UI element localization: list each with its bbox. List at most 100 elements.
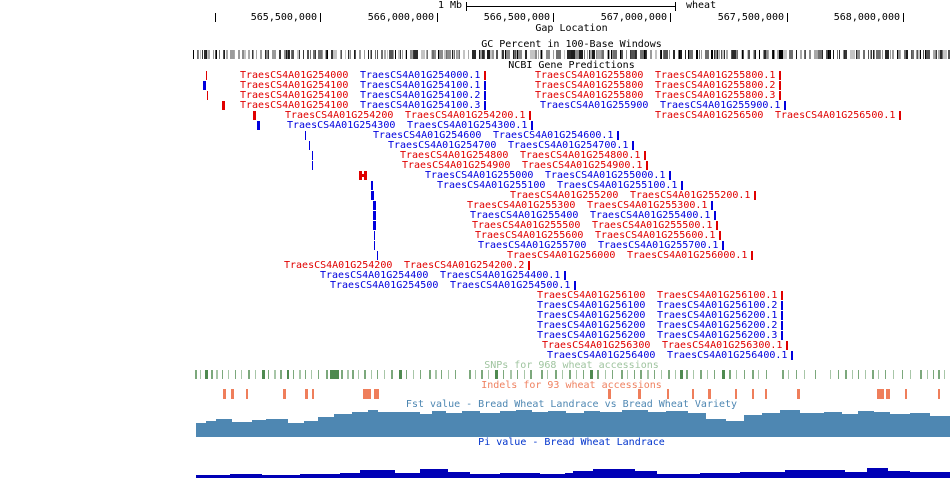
transcript-id-label[interactable]: TraesCS4A01G256200.2 [657,320,778,331]
gene-id-label[interactable]: TraesCS4A01G256100 [537,290,646,301]
gene-id-label[interactable]: TraesCS4A01G254400 [320,270,429,281]
transcript-tick[interactable] [574,281,576,290]
gene-id-label[interactable]: TraesCS4A01G255800 [535,70,644,81]
transcript-tick[interactable] [531,121,533,130]
transcript-id-label[interactable]: TraesCS4A01G254200.1 [405,110,526,121]
gene-position-tick[interactable] [373,201,376,210]
transcript-tick[interactable] [529,111,531,120]
gene-position-tick[interactable] [309,141,310,150]
transcript-id-label[interactable]: TraesCS4A01G254100.1 [360,80,481,91]
transcript-tick[interactable] [751,251,753,260]
gene-id-label[interactable]: TraesCS4A01G255100 [437,180,546,191]
transcript-tick[interactable] [899,111,901,120]
gene-position-tick[interactable] [305,131,306,140]
transcript-id-label[interactable]: TraesCS4A01G255800.3 [655,90,776,101]
gene-id-label[interactable]: TraesCS4A01G256500 [655,110,764,121]
gene-id-label[interactable]: TraesCS4A01G256200 [537,320,646,331]
gene-id-label[interactable]: TraesCS4A01G256200 [537,310,646,321]
transcript-tick[interactable] [779,81,781,90]
transcript-tick[interactable] [779,71,781,80]
transcript-tick[interactable] [711,201,713,210]
transcript-tick[interactable] [564,271,566,280]
transcript-id-label[interactable]: TraesCS4A01G256400.1 [667,350,788,361]
gene-position-tick[interactable] [371,181,373,190]
gene-intron-glyph[interactable] [362,174,364,177]
transcript-tick[interactable] [669,171,671,180]
gene-id-label[interactable]: TraesCS4A01G256200 [537,330,646,341]
gene-id-label[interactable]: TraesCS4A01G255500 [472,220,581,231]
transcript-id-label[interactable]: TraesCS4A01G256500.1 [775,110,896,121]
gene-position-tick[interactable] [373,211,376,220]
pi-value-track[interactable] [193,460,950,478]
gene-id-label[interactable]: TraesCS4A01G255300 [467,200,576,211]
gene-id-label[interactable]: TraesCS4A01G255800 [535,80,644,91]
gene-position-tick[interactable] [312,161,313,170]
gene-id-label[interactable]: TraesCS4A01G254200 [285,110,394,121]
gene-position-tick[interactable] [374,241,375,250]
gene-id-label[interactable]: TraesCS4A01G254600 [373,130,482,141]
transcript-id-label[interactable]: TraesCS4A01G254300.1 [407,120,528,131]
indel-track[interactable] [193,389,950,399]
transcript-id-label[interactable]: TraesCS4A01G255200.1 [630,190,751,201]
transcript-tick[interactable] [719,231,721,240]
gene-id-label[interactable]: TraesCS4A01G254000 [240,70,349,81]
transcript-id-label[interactable]: TraesCS4A01G256200.1 [657,310,778,321]
transcript-tick[interactable] [779,91,781,100]
transcript-id-label[interactable]: TraesCS4A01G254700.1 [508,140,629,151]
transcript-id-label[interactable]: TraesCS4A01G255500.1 [592,220,713,231]
transcript-id-label[interactable]: TraesCS4A01G254500.1 [450,280,571,291]
transcript-tick[interactable] [754,191,756,200]
transcript-id-label[interactable]: TraesCS4A01G254600.1 [493,130,614,141]
transcript-tick[interactable] [781,321,783,330]
transcript-tick[interactable] [781,301,783,310]
transcript-tick[interactable] [528,261,530,270]
transcript-id-label[interactable]: TraesCS4A01G255600.1 [595,230,716,241]
gene-exon-glyph[interactable] [364,171,367,180]
gc-percent-track[interactable] [193,50,950,59]
gene-id-label[interactable]: TraesCS4A01G254100 [240,100,349,111]
gene-position-tick[interactable] [377,251,378,260]
gene-position-tick[interactable] [373,221,376,230]
gene-id-label[interactable]: TraesCS4A01G254900 [402,160,511,171]
transcript-tick[interactable] [632,141,634,150]
transcript-tick[interactable] [784,101,786,110]
transcript-id-label[interactable]: TraesCS4A01G256100.1 [657,290,778,301]
transcript-id-label[interactable]: TraesCS4A01G254100.3 [360,100,481,111]
transcript-id-label[interactable]: TraesCS4A01G255000.1 [545,170,666,181]
transcript-tick[interactable] [617,131,619,140]
gene-id-label[interactable]: TraesCS4A01G255000 [425,170,534,181]
gene-id-label[interactable]: TraesCS4A01G255600 [475,230,584,241]
gene-predictions-track[interactable]: TraesCS4A01G254000 TraesCS4A01G254000.1 Tr… [0,70,950,361]
gene-position-tick[interactable] [203,81,206,90]
gene-id-label[interactable]: TraesCS4A01G254300 [287,120,396,131]
gene-id-label[interactable]: TraesCS4A01G256300 [542,340,651,351]
transcript-tick[interactable] [714,211,716,220]
transcript-id-label[interactable]: TraesCS4A01G254200.2 [404,260,525,271]
transcript-id-label[interactable]: TraesCS4A01G256200.3 [657,330,778,341]
transcript-tick[interactable] [484,101,486,110]
gene-id-label[interactable]: TraesCS4A01G254100 [240,80,349,91]
gene-id-label[interactable]: TraesCS4A01G254700 [388,140,497,151]
gene-id-label[interactable]: TraesCS4A01G255200 [510,190,619,201]
gene-position-tick[interactable] [257,121,260,130]
transcript-id-label[interactable]: TraesCS4A01G255900.1 [660,100,781,111]
transcript-tick[interactable] [781,311,783,320]
transcript-tick[interactable] [644,151,646,160]
gene-id-label[interactable]: TraesCS4A01G254500 [330,280,439,291]
snp-track[interactable] [193,370,950,379]
gene-id-label[interactable]: TraesCS4A01G255700 [478,240,587,251]
transcript-id-label[interactable]: TraesCS4A01G255100.1 [557,180,678,191]
fst-value-track[interactable] [193,408,950,437]
gene-id-label[interactable]: TraesCS4A01G254200 [284,260,393,271]
gene-id-label[interactable]: TraesCS4A01G256000 [507,250,616,261]
transcript-tick[interactable] [681,181,683,190]
gene-position-tick[interactable] [312,151,313,160]
gene-position-tick[interactable] [253,111,256,120]
transcript-id-label[interactable]: TraesCS4A01G255800.1 [655,70,776,81]
gene-position-tick[interactable] [207,91,208,100]
transcript-tick[interactable] [646,161,648,170]
gene-id-label[interactable]: TraesCS4A01G256400 [547,350,656,361]
transcript-id-label[interactable]: TraesCS4A01G254800.1 [520,150,641,161]
gene-exon-glyph[interactable] [359,171,362,180]
gene-position-tick[interactable] [371,191,374,200]
